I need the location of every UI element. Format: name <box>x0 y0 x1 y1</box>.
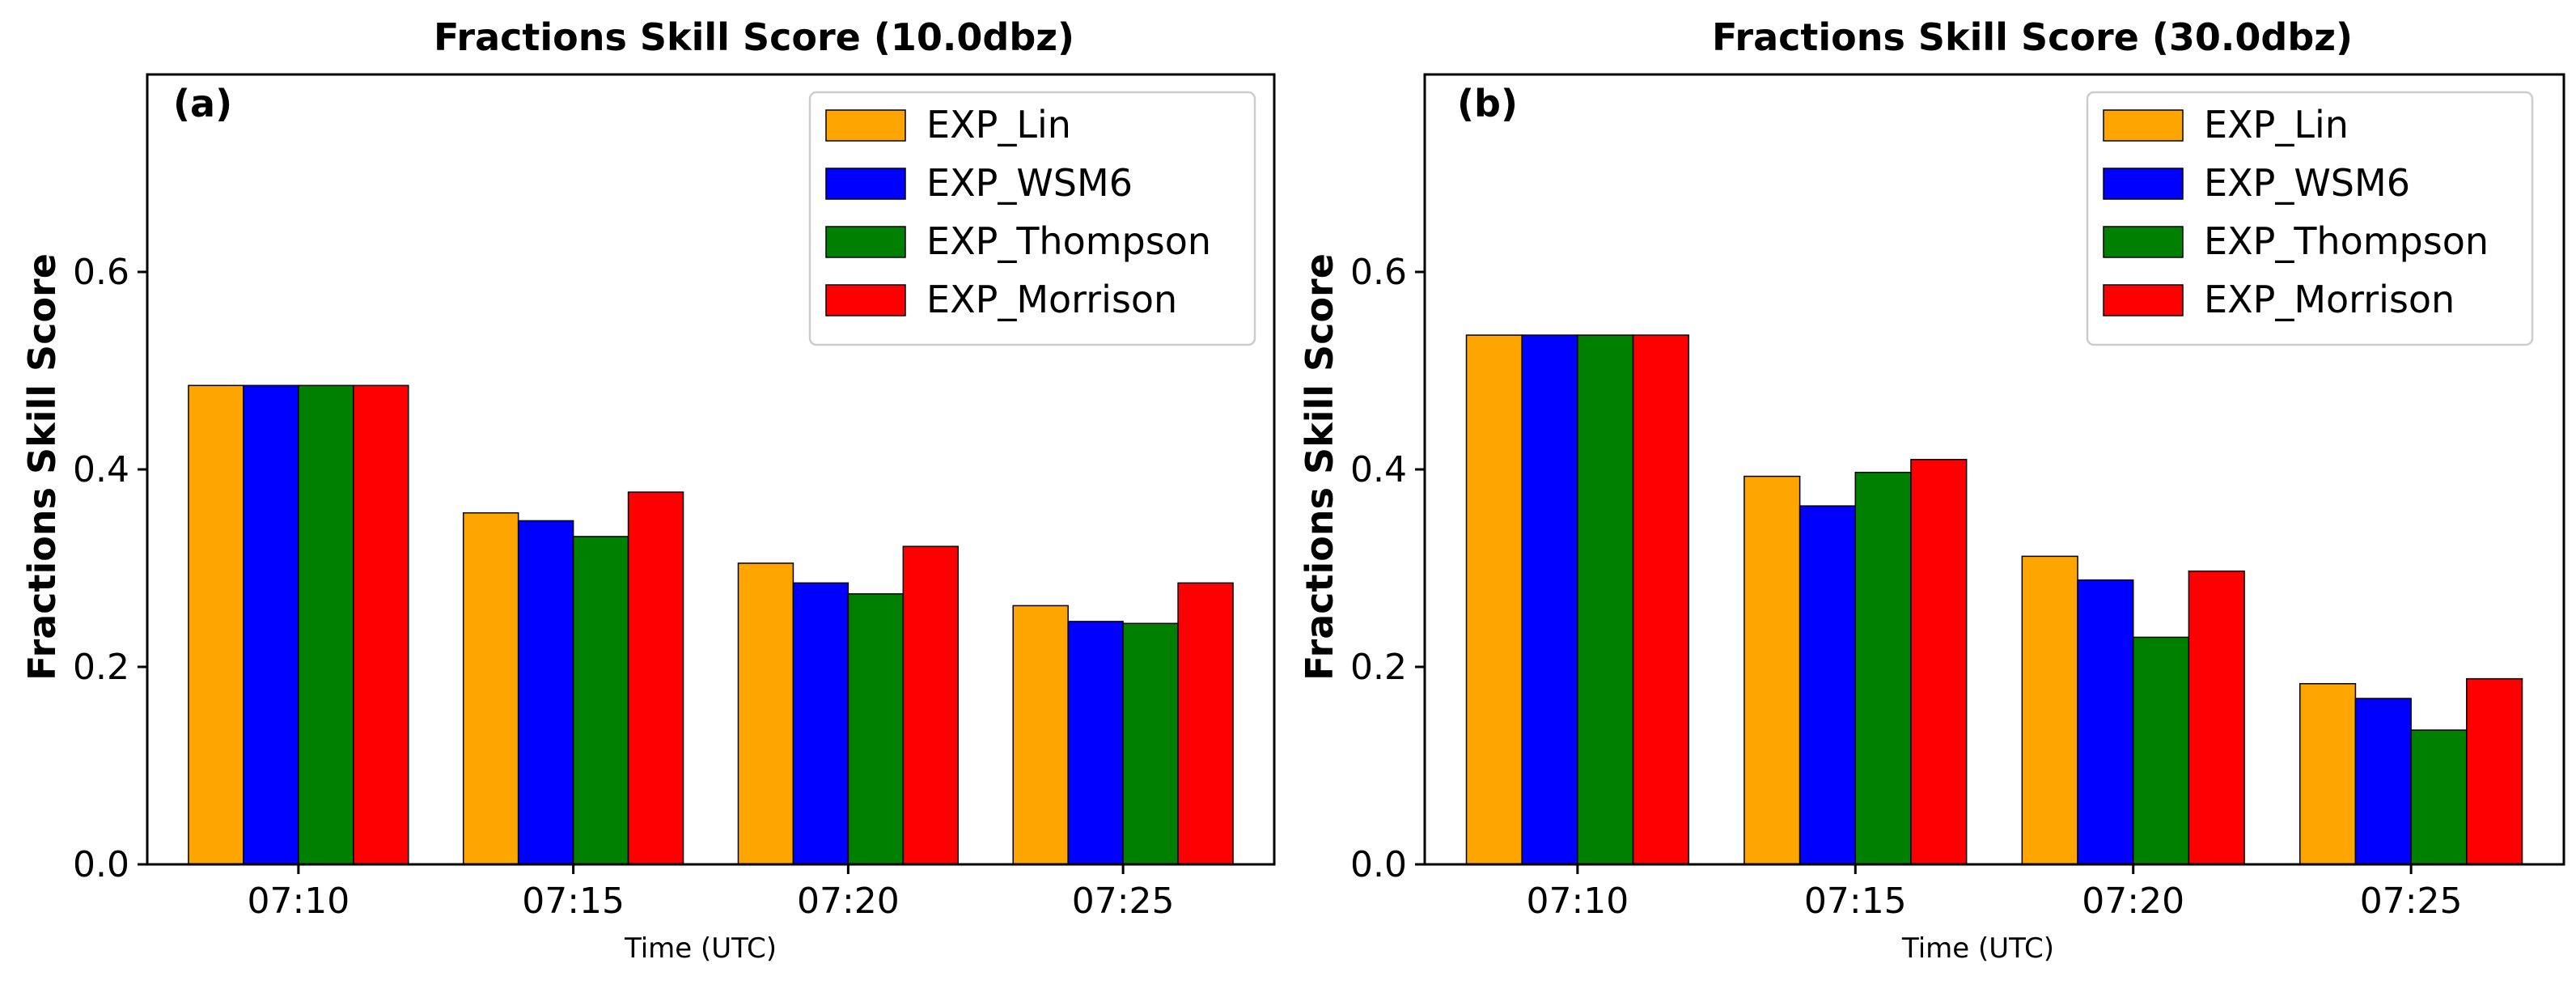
legend-box <box>2086 91 2534 346</box>
bar-wsm6-0720 <box>792 582 849 865</box>
legend-swatch-wsm6 <box>825 168 906 200</box>
y-tick-label: 0.4 <box>73 449 129 490</box>
y-tick-label: 0.6 <box>1350 252 1407 293</box>
bars <box>188 384 1234 865</box>
legend-label-morrison: EXP_Morrison <box>926 278 1177 321</box>
legend: EXP_Lin EXP_WSM6 EXP_Thompson EXP_Morrison <box>2086 91 2534 346</box>
chart-panel-a: Fractions Skill Score (10.0dbz) Fraction… <box>20 15 1276 965</box>
legend-label-thompson: EXP_Thompson <box>926 219 1211 263</box>
y-axis-label: Fractions Skill Score <box>1298 253 1341 681</box>
bar-lin-0710 <box>188 384 244 865</box>
x-tick-label: 07:15 <box>1804 881 1907 922</box>
legend-label-lin: EXP_Lin <box>926 103 1071 146</box>
legend-swatch-thompson <box>825 226 906 258</box>
x-tick-label: 07:20 <box>797 881 900 922</box>
legend-label-wsm6: EXP_WSM6 <box>2204 161 2410 205</box>
bar-lin-0720 <box>737 562 794 865</box>
bar-wsm6-0710 <box>243 384 299 865</box>
bar-thompson-0710 <box>1577 334 1634 865</box>
bar-wsm6-0710 <box>1521 334 1578 865</box>
bar-thompson-0715 <box>572 536 629 865</box>
legend-swatch-thompson <box>2103 226 2184 258</box>
bar-lin-0715 <box>462 511 519 865</box>
bar-morrison-0715 <box>1910 459 1968 865</box>
bar-morrison-0720 <box>2188 570 2245 865</box>
legend-swatch-lin <box>2103 109 2184 142</box>
y-tick-label: 0.0 <box>73 844 129 885</box>
plot-frame <box>1423 73 2565 866</box>
panel-label: (b) <box>1457 82 1518 125</box>
legend-swatch-morrison <box>2103 284 2184 316</box>
bar-wsm6-0720 <box>2077 579 2134 865</box>
chart-panel-b: Fractions Skill Score (30.0dbz) Fraction… <box>1298 15 2565 965</box>
panel-label: (a) <box>173 82 232 125</box>
legend-swatch-lin <box>825 109 906 142</box>
legend-box <box>808 91 1256 346</box>
bar-thompson-0720 <box>2132 636 2190 865</box>
y-tick-label: 0.0 <box>1350 844 1407 885</box>
bar-thompson-0710 <box>298 384 354 865</box>
bar-morrison-0725 <box>1177 582 1234 865</box>
y-axis-ticks: 0.0 0.2 0.4 0.6 <box>1350 252 1425 885</box>
y-axis-ticks: 0.0 0.2 0.4 0.6 <box>73 252 147 885</box>
bar-thompson-0725 <box>2410 729 2468 865</box>
bar-morrison-0710 <box>353 384 409 865</box>
bar-lin-0715 <box>1743 475 1801 865</box>
bar-lin-0725 <box>2299 682 2357 865</box>
x-tick-label: 07:25 <box>1072 881 1175 922</box>
x-axis-ticks: 07:10 07:15 07:20 07:25 <box>1526 864 2463 922</box>
bar-morrison-0710 <box>1632 334 1689 865</box>
bar-wsm6-0715 <box>517 520 574 865</box>
bar-wsm6-0715 <box>1799 505 1857 865</box>
plot-frame <box>146 73 1276 866</box>
legend-label-lin: EXP_Lin <box>2204 103 2349 146</box>
legend-swatch-morrison <box>825 284 906 316</box>
bar-morrison-0720 <box>902 545 960 865</box>
bar-thompson-0725 <box>1122 622 1179 865</box>
x-axis-label: Time (UTC) <box>1901 932 2054 965</box>
x-axis-label: Time (UTC) <box>624 932 777 965</box>
y-axis-label: Fractions Skill Score <box>20 253 64 681</box>
y-tick-label: 0.4 <box>1350 449 1407 490</box>
y-tick-label: 0.6 <box>73 252 129 293</box>
legend-label-morrison: EXP_Morrison <box>2204 278 2455 321</box>
bar-morrison-0725 <box>2466 677 2523 865</box>
bar-morrison-0715 <box>627 491 684 865</box>
x-tick-label: 07:10 <box>1526 881 1629 922</box>
x-tick-label: 07:25 <box>2360 881 2463 922</box>
y-tick-label: 0.2 <box>73 647 129 688</box>
x-tick-label: 07:20 <box>2082 881 2184 922</box>
bar-lin-0710 <box>1465 334 1523 865</box>
y-tick-label: 0.2 <box>1350 647 1407 688</box>
bar-thompson-0720 <box>847 592 905 865</box>
chart-title: Fractions Skill Score (10.0dbz) <box>434 15 1074 59</box>
x-tick-label: 07:15 <box>522 881 625 922</box>
bar-wsm6-0725 <box>2354 698 2412 865</box>
x-tick-label: 07:10 <box>247 881 350 922</box>
legend: EXP_Lin EXP_WSM6 EXP_Thompson EXP_Morrison <box>808 91 1256 346</box>
legend-label-thompson: EXP_Thompson <box>2204 219 2489 263</box>
chart-title: Fractions Skill Score (30.0dbz) <box>1712 15 2353 59</box>
bar-wsm6-0725 <box>1067 621 1124 865</box>
bar-thompson-0715 <box>1854 471 1912 865</box>
x-axis-ticks: 07:10 07:15 07:20 07:25 <box>247 864 1175 922</box>
bars <box>1465 334 2523 865</box>
legend-swatch-wsm6 <box>2103 168 2184 200</box>
bar-lin-0720 <box>2021 555 2078 865</box>
legend-label-wsm6: EXP_WSM6 <box>926 161 1133 205</box>
bar-lin-0725 <box>1012 605 1069 865</box>
